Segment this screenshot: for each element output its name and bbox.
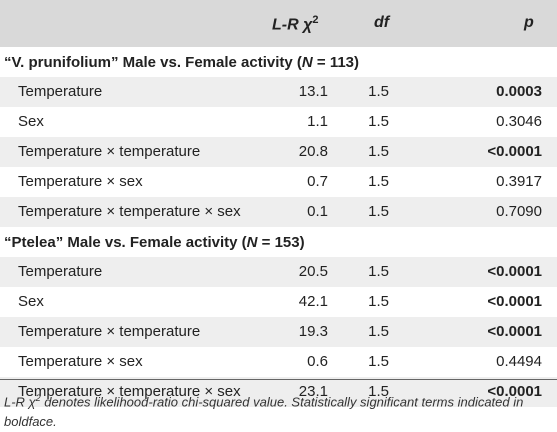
table-row: Temperature 20.5 1.5 <0.0001 [0,257,557,287]
table-body: “V. prunifolium” Male vs. Female activit… [0,47,557,407]
stat-cell: 0.7 [307,173,328,190]
term-cell: Temperature × temperature × sex [18,203,241,220]
term-cell: Sex [18,293,44,310]
term-cell: Temperature × temperature × sex [18,383,241,400]
df-cell: 1.5 [368,203,389,220]
df-cell: 1.5 [368,293,389,310]
stat-cell: 19.3 [298,323,328,340]
p-cell: 0.3917 [496,173,542,190]
header-df: df [374,14,390,31]
stat-cell: 20.8 [298,143,328,160]
df-cell: 1.5 [368,263,389,280]
stat-cell: 1.1 [307,113,328,130]
p-cell: 0.4494 [496,353,542,370]
p-cell: <0.0001 [487,143,542,160]
header-stat: L-R χ2 [272,14,319,34]
table-row: Sex 42.1 1.5 <0.0001 [0,287,557,317]
results-table: L-R χ2 df p “V. prunifolium” Male vs. Fe… [0,0,557,407]
term-cell: Temperature × sex [18,353,143,370]
group-title: “Ptelea” Male vs. Female activity (N = 1… [4,234,305,251]
table-row: Temperature × temperature × sex 0.1 1.5 0.7… [0,197,557,227]
term-cell: Temperature [18,263,103,280]
footnote: L-R χ2 denotes likelihood-ratio chi-squa… [4,393,524,430]
group-title: “V. prunifolium” Male vs. Female activit… [4,54,360,71]
table-bottom-rule [0,379,557,380]
table-row: Temperature 13.1 1.5 0.0003 [0,77,557,107]
df-cell: 1.5 [368,383,389,400]
table-header: L-R χ2 df p [0,0,557,47]
p-cell: 0.0003 [496,83,542,100]
header-p: p [524,14,534,31]
term-cell: Temperature [18,83,103,100]
stat-cell: 42.1 [298,293,328,310]
table-row: Temperature × temperature × sex 23.1 1.5 <0… [0,377,557,407]
stat-cell: 0.6 [307,353,328,370]
table-row: Temperature × sex 0.6 1.5 0.4494 [0,347,557,377]
term-cell: Temperature × temperature [18,143,201,160]
stat-cell: 13.1 [298,83,328,100]
df-cell: 1.5 [368,353,389,370]
df-cell: 1.5 [368,323,389,340]
table-row: Sex 1.1 1.5 0.3046 [0,107,557,137]
table-row: Temperature × temperature 19.3 1.5 <0.0001 [0,317,557,347]
term-cell: Temperature × temperature [18,323,201,340]
term-cell: Sex [18,113,44,130]
p-cell: 0.7090 [496,203,542,220]
df-cell: 1.5 [368,113,389,130]
p-cell: <0.0001 [487,323,542,340]
df-cell: 1.5 [368,83,389,100]
term-cell: Temperature × sex [18,173,143,190]
p-cell: <0.0001 [487,263,542,280]
stat-cell: 0.1 [307,203,328,220]
table-row: Temperature × temperature 20.8 1.5 <0.0001 [0,137,557,167]
table-row: Temperature × sex 0.7 1.5 0.3917 [0,167,557,197]
df-cell: 1.5 [368,173,389,190]
df-cell: 1.5 [368,143,389,160]
group-heading: “V. prunifolium” Male vs. Female activit… [0,47,557,77]
stat-cell: 20.5 [298,263,328,280]
group-heading: “Ptelea” Male vs. Female activity (N = 1… [0,227,557,257]
p-cell: 0.3046 [496,113,542,130]
p-cell: <0.0001 [487,383,542,400]
p-cell: <0.0001 [487,293,542,310]
stat-cell: 23.1 [298,383,328,400]
